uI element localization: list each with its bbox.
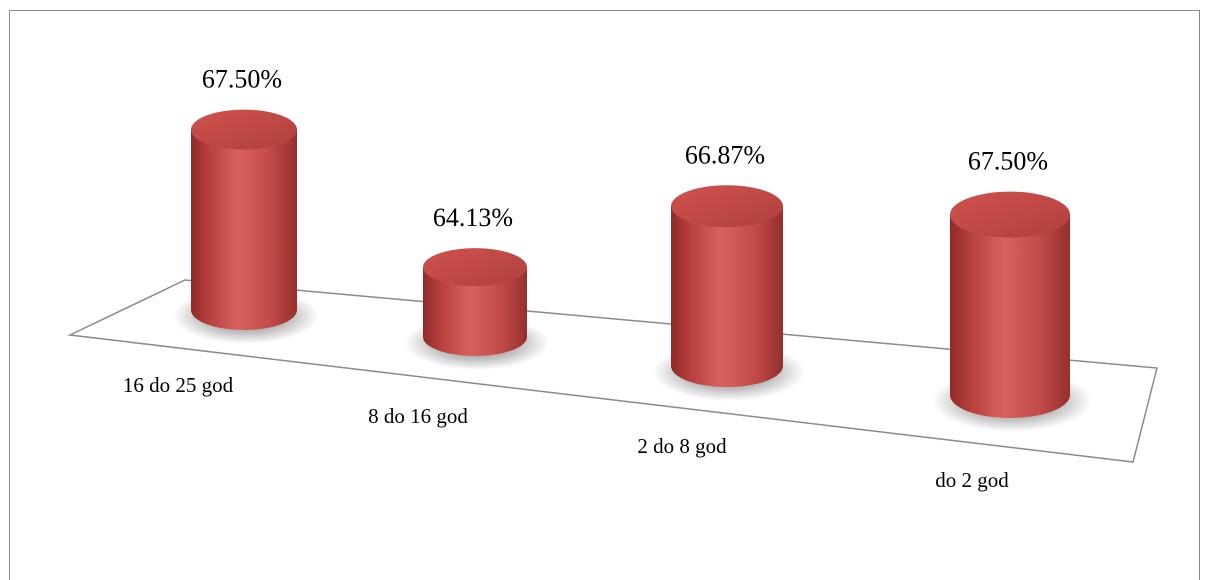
bar-body	[950, 214, 1070, 418]
category-labels: 16 do 25 god 8 do 16 god 2 do 8 god do 2 go…	[123, 373, 1009, 492]
floor-plane	[67, 279, 1158, 463]
data-label: 67.50%	[202, 65, 282, 94]
category-label: 8 do 16 god	[368, 404, 468, 428]
category-label: 16 do 25 god	[123, 373, 234, 397]
data-label: 66.87%	[685, 140, 765, 169]
bar-1: 67.50%	[173, 65, 319, 344]
category-label: 2 do 8 god	[637, 434, 727, 458]
bar-body	[191, 129, 297, 330]
bar-4: 67.50%	[932, 147, 1092, 432]
bar-2: 64.13%	[405, 203, 549, 370]
bar-top	[950, 191, 1070, 238]
bars-group: 67.50% 64.13% 66.87% 67.50%	[173, 65, 1092, 432]
data-label: 67.50%	[968, 147, 1048, 176]
chart-frame	[9, 10, 1200, 580]
data-label: 64.13%	[433, 203, 513, 232]
bar-3: 66.87%	[653, 140, 805, 401]
bar-top	[671, 185, 783, 228]
bar-top	[191, 109, 297, 150]
category-label: do 2 god	[935, 468, 1009, 492]
bar-top	[423, 248, 527, 287]
bar-body	[671, 206, 783, 387]
bar-body	[423, 267, 527, 356]
